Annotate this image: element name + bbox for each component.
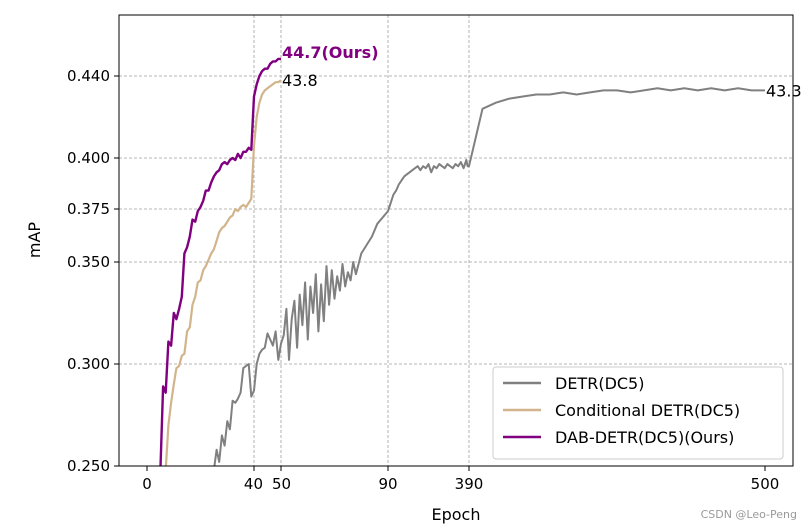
series-end-label-1: 43.3 xyxy=(766,81,802,100)
legend: DETR(DC5) Conditional DETR(DC5) DAB-DETR… xyxy=(492,366,784,460)
x-tick-label: 0 xyxy=(142,475,152,493)
y-tick-label: 0.375 xyxy=(67,200,110,218)
plot-frame xyxy=(118,14,794,467)
tick-layer: 0.250 0.300 0.350 0.375 0.400 0.440 0 40 50 90 390… xyxy=(67,67,779,493)
y-tick-label: 0.350 xyxy=(67,253,110,271)
series-end-label-2: 43.8 xyxy=(282,71,318,90)
x-tick-label: 90 xyxy=(378,475,397,493)
x-tick-label: 500 xyxy=(751,475,780,493)
series-line-1 xyxy=(213,87,765,466)
x-tick-label: 390 xyxy=(455,475,484,493)
y-tick-label: 0.300 xyxy=(67,355,110,373)
series-end-label-3: 44.7(Ours) xyxy=(282,43,379,62)
legend-label-detr: DETR(DC5) xyxy=(555,374,644,393)
legend-label-conditional-detr: Conditional DETR(DC5) xyxy=(555,401,740,420)
x-axis-label: Epoch xyxy=(432,505,481,524)
end-label-layer: 43.3 43.8 44.7(Ours) xyxy=(282,43,802,100)
series-line-2 xyxy=(164,79,282,466)
legend-box xyxy=(492,366,784,460)
watermark: CSDN @Leo-Peng xyxy=(700,508,797,521)
x-tick-label: 40 xyxy=(244,475,263,493)
series-line-3 xyxy=(159,57,281,466)
y-tick-label: 0.400 xyxy=(67,149,110,167)
legend-label-dab-detr: DAB-DETR(DC5)(Ours) xyxy=(555,428,734,447)
y-tick-label: 0.250 xyxy=(67,457,110,475)
series-layer xyxy=(159,57,765,466)
x-tick-label: 50 xyxy=(272,475,291,493)
y-axis-label: mAP xyxy=(25,222,44,259)
y-tick-label: 0.440 xyxy=(67,67,110,85)
